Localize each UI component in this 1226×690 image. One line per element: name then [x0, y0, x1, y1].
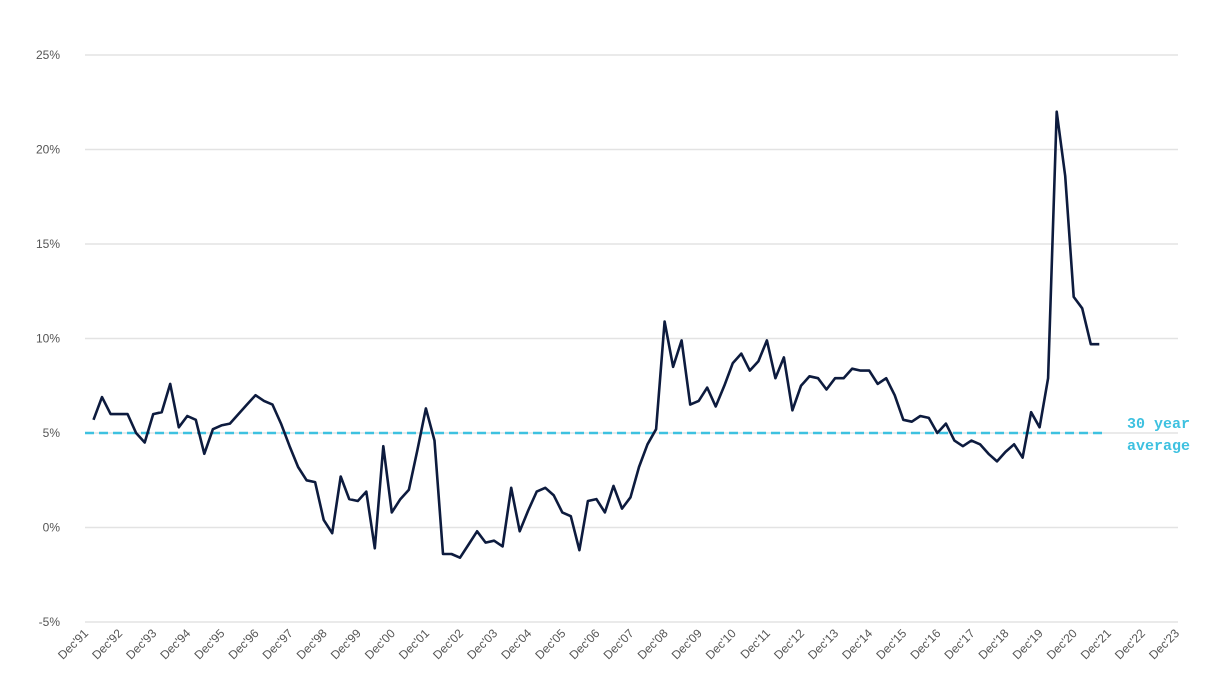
x-tick-label: Dec'09 [669, 626, 705, 662]
x-tick-label: Dec'93 [123, 626, 159, 662]
x-tick-label: Dec'22 [1112, 626, 1148, 662]
x-tick-label: Dec'03 [464, 626, 500, 662]
x-tick-label: Dec'95 [191, 626, 227, 662]
reference-label: 30 year [1127, 416, 1190, 433]
x-tick-label: Dec'23 [1146, 626, 1182, 662]
x-tick-label: Dec'14 [839, 626, 875, 662]
y-tick-label: 5% [43, 426, 61, 440]
x-tick-label: Dec'18 [976, 626, 1012, 662]
x-tick-label: Dec'94 [157, 626, 193, 662]
x-tick-label: Dec'11 [738, 626, 774, 662]
x-tick-label: Dec'20 [1044, 626, 1080, 662]
y-tick-label: 15% [36, 237, 60, 251]
y-tick-label: 10% [36, 332, 60, 346]
x-tick-label: Dec'91 [55, 626, 91, 662]
x-tick-label: Dec'15 [873, 626, 909, 662]
x-tick-label: Dec'17 [942, 626, 978, 662]
y-tick-label: 0% [43, 521, 61, 535]
x-tick-label: Dec'07 [601, 626, 637, 662]
data-line [92, 110, 1100, 559]
y-tick-label: 25% [36, 48, 60, 62]
x-tick-label: Dec'05 [532, 626, 568, 662]
x-tick-label: Dec'97 [260, 626, 296, 662]
reference-label: average [1127, 438, 1190, 455]
x-tick-label: Dec'98 [294, 626, 330, 662]
x-tick-label: Dec'10 [703, 626, 739, 662]
x-tick-label: Dec'21 [1078, 626, 1114, 662]
x-tick-label: Dec'16 [907, 626, 943, 662]
x-tick-label: Dec'12 [771, 626, 807, 662]
y-tick-label: -5% [39, 615, 61, 629]
x-tick-label: Dec'92 [89, 626, 125, 662]
x-tick-label: Dec'00 [362, 626, 398, 662]
x-tick-label: Dec'99 [328, 626, 364, 662]
x-tick-label: Dec'19 [1010, 626, 1046, 662]
x-tick-label: Dec'96 [226, 626, 262, 662]
x-tick-label: Dec'13 [805, 626, 841, 662]
x-tick-label: Dec'02 [430, 626, 466, 662]
y-tick-label: 20% [36, 143, 60, 157]
x-tick-label: Dec'01 [396, 626, 432, 662]
x-tick-label: Dec'06 [566, 626, 602, 662]
x-tick-label: Dec'08 [635, 626, 671, 662]
x-tick-label: Dec'04 [498, 626, 534, 662]
